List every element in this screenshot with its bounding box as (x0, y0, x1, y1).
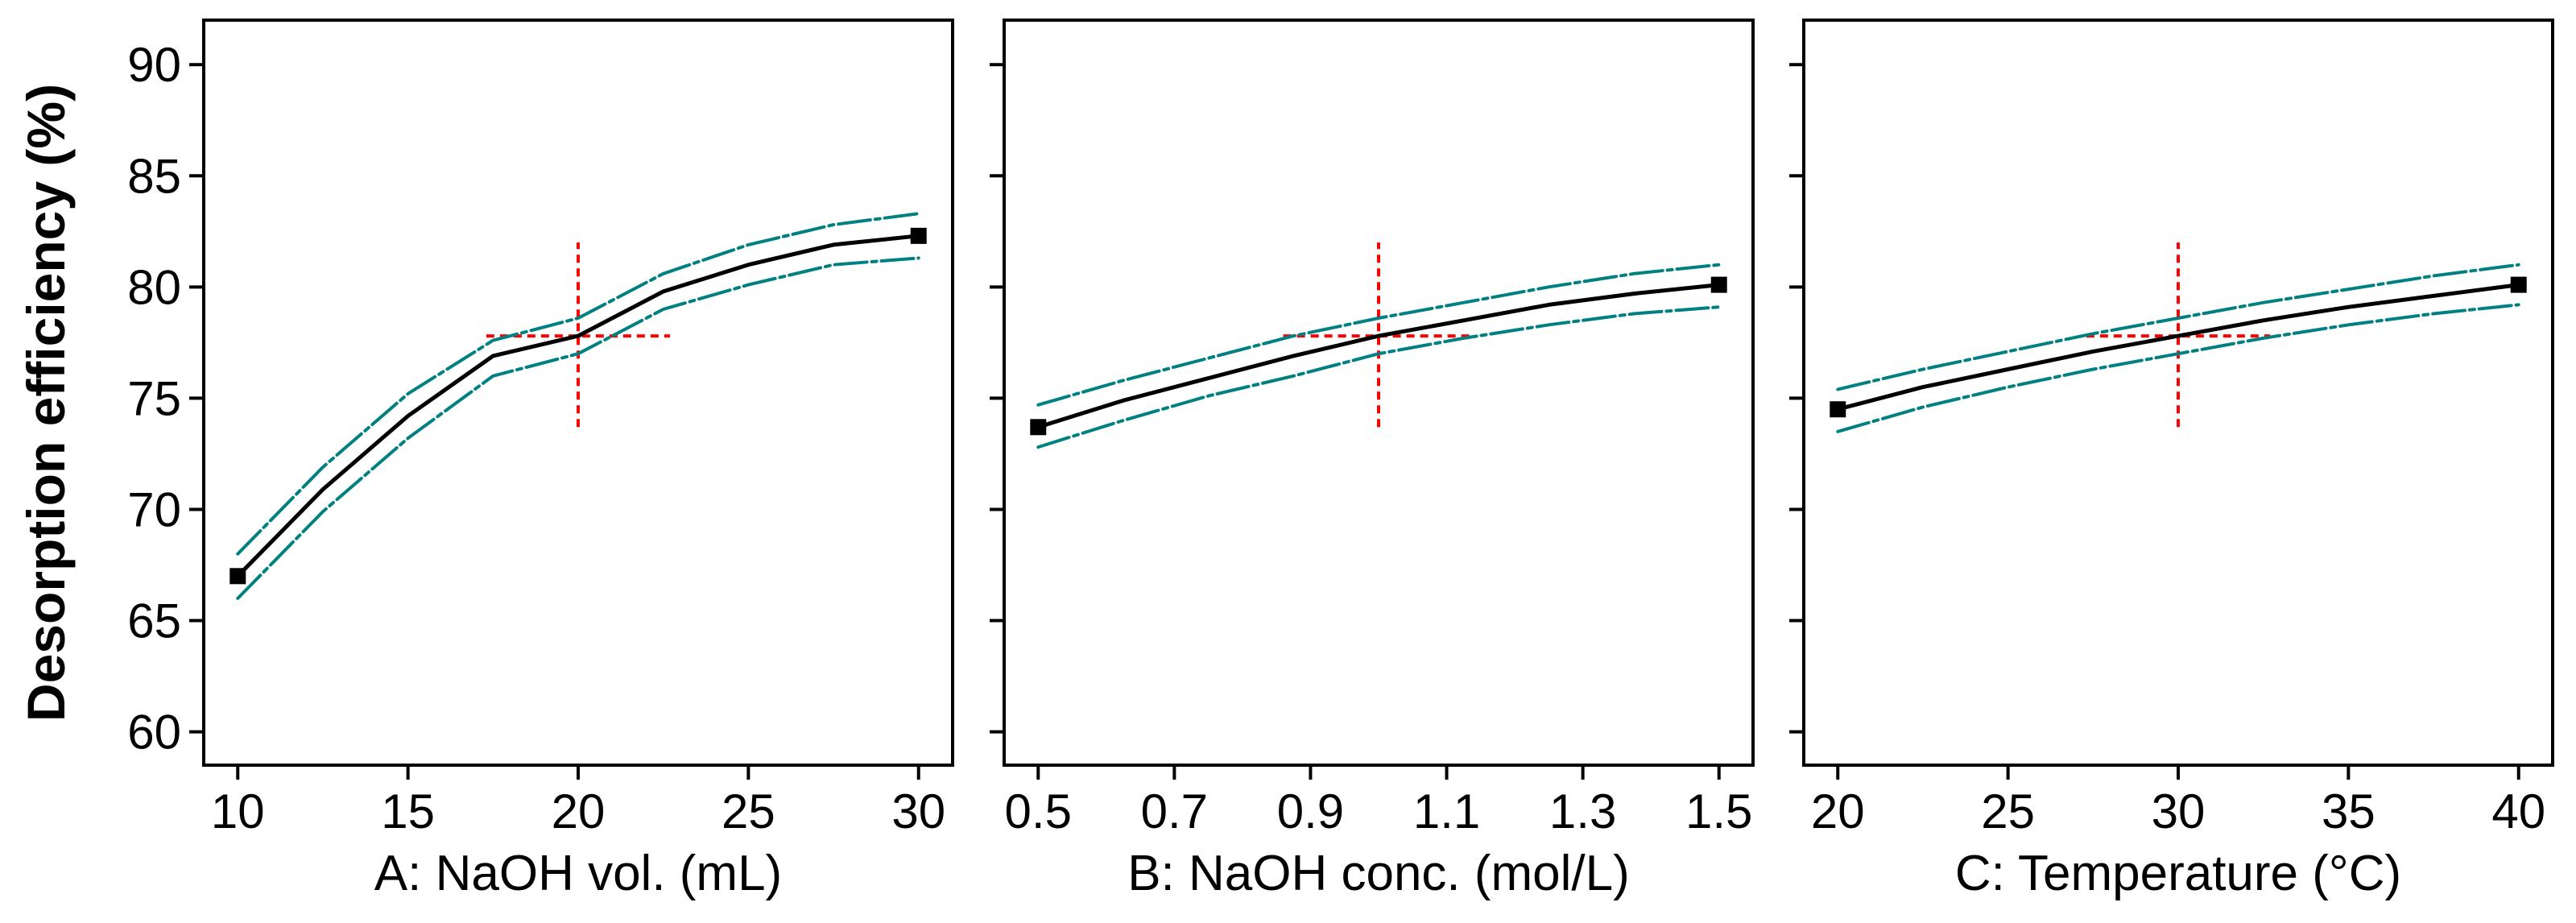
y-tick-label: 85 (127, 149, 181, 203)
x-tick-label: 25 (1981, 784, 2035, 838)
x-tick-label: 35 (2322, 784, 2375, 838)
panel-1: 60 65 70 75 80 85 90 10 15 20 25 30 A: NaOH vol. (mL… (127, 19, 954, 901)
x-tick-label: 10 (211, 784, 265, 838)
x-tick-label: 40 (2491, 784, 2545, 838)
x-tick-label: 20 (1811, 784, 1865, 838)
x-tick-label: 30 (2152, 784, 2206, 838)
lower-ci-line (236, 256, 920, 600)
y-axis-label: Desorption efficiency (%) (16, 84, 76, 722)
x-tick-label: 1.3 (1549, 784, 1616, 838)
y-tick-label: 80 (127, 260, 181, 314)
fit-line (1036, 283, 1722, 429)
x-tick-label: 25 (722, 784, 775, 838)
data-marker (1830, 401, 1846, 418)
data-marker (2510, 276, 2527, 293)
upper-ci-line (1036, 263, 1721, 407)
plot-frame (1003, 19, 1755, 767)
panel-3: 20 25 30 35 40 C: Temperature (°C) (1789, 19, 2554, 901)
x-axis-label: C: Temperature (°C) (1955, 846, 2401, 901)
x-tick-label: 0.5 (1005, 784, 1072, 838)
y-tick-label: 70 (127, 482, 181, 536)
upper-ci-line (1836, 263, 2520, 391)
x-axis-label: B: NaOH conc. (mol/L) (1127, 846, 1630, 901)
x-tick-label: 20 (552, 784, 606, 838)
lower-ci-line (1836, 303, 2520, 433)
x-tick-label: 0.7 (1141, 784, 1208, 838)
y-tick-label: 90 (127, 38, 181, 92)
x-axis-label: A: NaOH vol. (mL) (374, 846, 782, 901)
x-tick-label: 1.1 (1413, 784, 1480, 838)
panel-2: 0.5 0.7 0.9 1.1 1.3 1.5 B: NaOH conc. (mol/L) (990, 19, 1755, 901)
x-tick-label: 0.9 (1277, 784, 1344, 838)
data-marker (1030, 419, 1047, 436)
x-tick-label: 15 (381, 784, 435, 838)
x-tick-label: 1.5 (1685, 784, 1752, 838)
panels: 60 65 70 75 80 85 90 10 15 20 25 30 A: NaOH vol. (mL… (127, 19, 2554, 901)
y-tick-label: 65 (127, 594, 181, 648)
y-tick-label: 75 (127, 371, 181, 425)
data-marker (910, 227, 927, 244)
x-tick-label: 30 (891, 784, 945, 838)
upper-ci-line (236, 212, 920, 556)
fit-line (235, 234, 921, 578)
data-marker (229, 568, 246, 585)
lower-ci-line (1036, 305, 1721, 449)
y-tick-label: 60 (127, 706, 181, 760)
data-marker (1710, 276, 1727, 293)
fit-line (1835, 283, 2521, 412)
